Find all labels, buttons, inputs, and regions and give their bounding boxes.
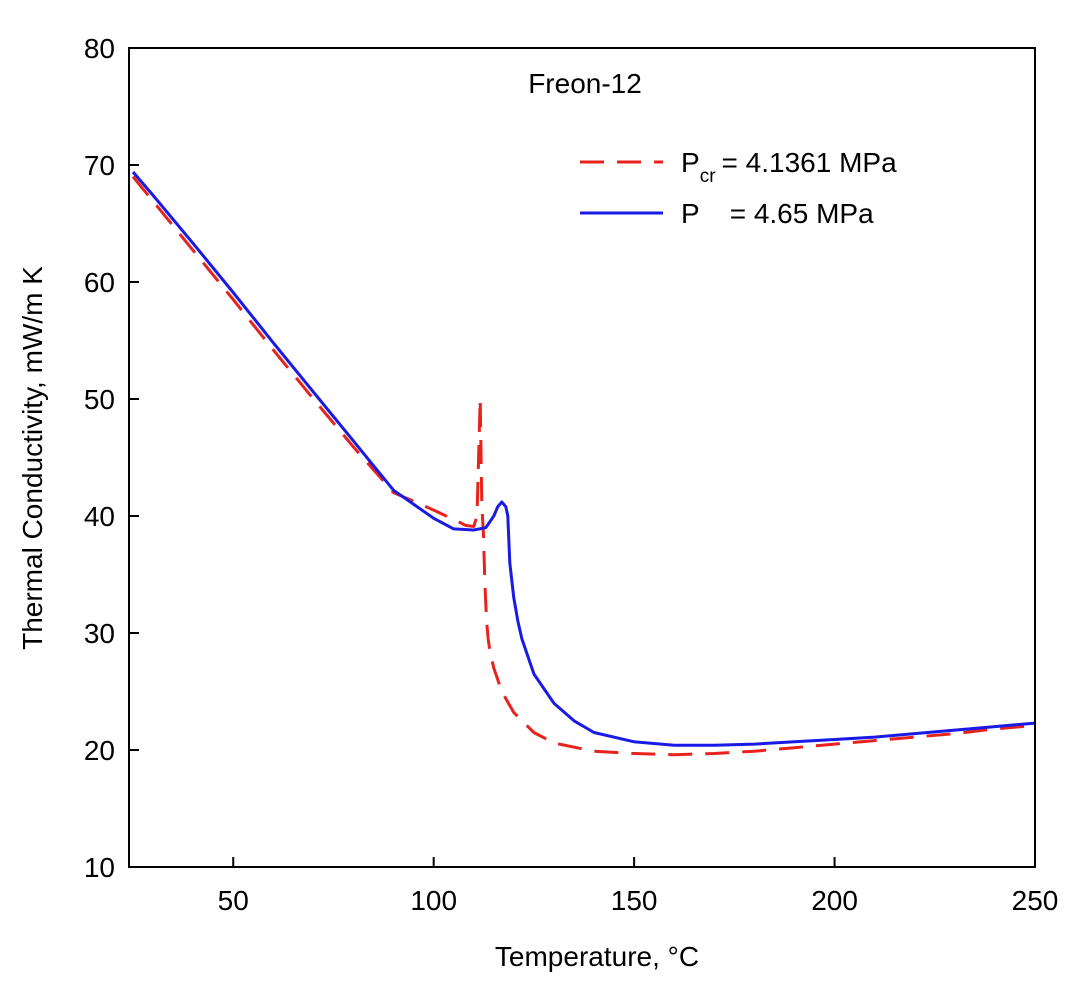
plot-area bbox=[129, 48, 1035, 867]
y-axis-title: Thermal Conductivity, mW/m K bbox=[17, 266, 48, 650]
y-tick-label-10: 10 bbox=[84, 852, 115, 883]
legend-sub-series-1: cr bbox=[700, 166, 717, 187]
series-line-2 bbox=[131, 171, 1036, 747]
y-tick-label-50: 50 bbox=[84, 384, 115, 415]
x-axis: 50 100 150 200 250 bbox=[218, 857, 1059, 916]
x-tick-label-50: 50 bbox=[218, 885, 249, 916]
x-tick-label-200: 200 bbox=[811, 885, 858, 916]
legend-label-series-2: P = 4.65 MPa bbox=[681, 198, 874, 229]
y-axis: 10 20 30 40 50 60 70 80 bbox=[84, 33, 139, 883]
plot-frame bbox=[128, 47, 1036, 868]
legend-label-series-1: Pcr = 4.1361 MPa bbox=[681, 147, 897, 187]
x-axis-title: Temperature, °C bbox=[495, 941, 699, 972]
y-tick-label-70: 70 bbox=[84, 150, 115, 181]
legend-main-series-1: P bbox=[681, 147, 700, 178]
legend: Pcr = 4.1361 MPa P = 4.65 MPa bbox=[580, 147, 897, 229]
legend-value-series-1: = 4.1361 MPa bbox=[722, 147, 898, 178]
y-tick-label-40: 40 bbox=[84, 501, 115, 532]
y-tick-label-20: 20 bbox=[84, 735, 115, 766]
x-tick-label-150: 150 bbox=[611, 885, 658, 916]
series-line-1 bbox=[131, 175, 1036, 757]
chart-title: Freon-12 bbox=[528, 68, 642, 99]
x-tick-label-250: 250 bbox=[1012, 885, 1059, 916]
series-layer bbox=[131, 171, 1036, 757]
x-tick-label-100: 100 bbox=[410, 885, 457, 916]
legend-value-series-2: = 4.65 MPa bbox=[730, 198, 874, 229]
legend-main-series-2: P bbox=[681, 198, 700, 229]
y-tick-label-80: 80 bbox=[84, 33, 115, 64]
y-tick-label-60: 60 bbox=[84, 267, 115, 298]
y-tick-label-30: 30 bbox=[84, 618, 115, 649]
